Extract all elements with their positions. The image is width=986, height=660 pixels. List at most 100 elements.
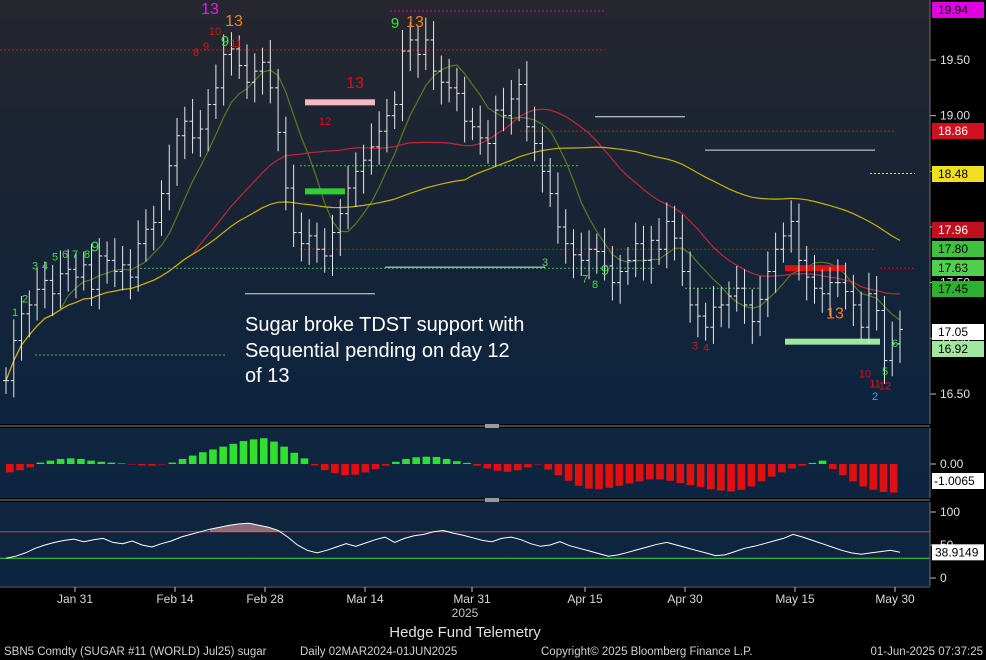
footer-copyright: Copyright© 2025 Bloomberg Finance L.P. [541, 646, 753, 658]
xaxis-strip [0, 586, 986, 660]
macd-histogram-bar [615, 464, 624, 486]
ohlc-bar [508, 80, 515, 135]
macd-tag-box [932, 473, 984, 489]
ohlc-bar [477, 105, 484, 155]
ohlc-bar [313, 222, 320, 263]
ohlc-bar [205, 88, 212, 152]
panel-resize-handle[interactable] [485, 498, 499, 502]
ohlc-bar [391, 91, 398, 130]
price-tag-label: 16.92 [938, 342, 968, 356]
macd-histogram-bar [87, 460, 95, 464]
ohlc-bar [158, 180, 165, 236]
ohlc-bar [18, 296, 25, 361]
td-count-label: 9 [203, 41, 209, 53]
ohlc-bar [811, 254, 818, 304]
macd-histogram-bar [869, 464, 878, 490]
ohlc-bar [49, 264, 56, 317]
ohlc-bar [57, 250, 64, 309]
x-tick-label: Apr 15 [567, 592, 603, 606]
ohlc-bar [189, 98, 196, 154]
rsi-tick-label: 0 [940, 571, 947, 585]
x-tick-label: May 30 [875, 592, 915, 606]
td-count-label: 8 [84, 249, 90, 261]
price-panel-bg [0, 0, 930, 424]
panel-resize-handle[interactable] [485, 424, 499, 428]
td-count-label: 11 [869, 378, 880, 390]
td-count-label: 7 [72, 249, 78, 261]
ohlc-bar [764, 251, 771, 318]
ohlc-bar [119, 245, 126, 291]
ohlc-bar [174, 117, 181, 186]
annotation-line-2: Sequential pending on day 12 [245, 340, 510, 362]
td-count-label: 13 [346, 75, 364, 92]
macd-histogram-bar [788, 464, 796, 469]
ohlc-bar [298, 212, 305, 262]
year-label: 2025 [452, 606, 479, 620]
ohlc-bar [842, 262, 849, 310]
rsi-value-tag: 38.9149 [932, 544, 984, 561]
ohlc-bar [259, 47, 266, 95]
macd-histogram-bar [757, 464, 766, 482]
price-tag: 17.63 [932, 260, 984, 276]
ohlc-bar [601, 228, 608, 281]
macd-histogram-bar [138, 464, 146, 466]
ohlc-bar [446, 58, 453, 103]
ohlc-bar [415, 25, 422, 78]
macd-histogram-bar [839, 464, 847, 476]
ohlc-bar [321, 228, 328, 273]
ohlc-bar [850, 274, 857, 327]
macd-histogram-bar [209, 449, 217, 464]
ohlc-bar [352, 152, 359, 207]
ohlc-bar [243, 44, 250, 99]
ohlc-bar [819, 269, 826, 313]
ohlc-bar [492, 95, 499, 167]
macd-histogram-bar [574, 464, 583, 486]
macd-histogram-bar [77, 458, 85, 464]
ohlc-bar [453, 67, 460, 112]
td-count-label: 9 [91, 238, 99, 255]
td-count-label: 4 [42, 260, 48, 272]
ohlc-bar [212, 64, 219, 120]
macd-value-tag: -1.0065 [932, 473, 984, 489]
macd-histogram-bar [696, 464, 705, 487]
ohlc-bar [72, 252, 79, 299]
ohlc-bar [88, 243, 95, 307]
price-tag-box [932, 241, 984, 257]
price-tag-label: 17.96 [938, 223, 968, 237]
ohlc-bar [834, 259, 841, 298]
ohlc-bar [593, 233, 600, 274]
td-count-label: 5 [52, 251, 58, 263]
ohlc-bar [780, 222, 787, 263]
ohlc-bar [430, 21, 437, 91]
macd-histogram-bar [361, 464, 370, 473]
x-tick-label: Jan 31 [57, 592, 93, 606]
macd-histogram-bar [513, 464, 522, 471]
ohlc-bar [236, 35, 243, 79]
ohlc-bar [827, 267, 834, 317]
macd-histogram-bar [879, 464, 888, 492]
macd-histogram-bar [392, 461, 400, 464]
ohlc-bar [562, 209, 569, 264]
price-tag-box [932, 123, 984, 139]
x-tick-label: Apr 30 [667, 592, 703, 606]
ohlc-bar [640, 225, 647, 281]
macd-histogram-bar [229, 443, 238, 464]
price-tag-box [932, 260, 984, 276]
ohlc-bar [142, 209, 149, 262]
ohlc-bar [531, 106, 538, 162]
macd-histogram-bar [300, 458, 309, 464]
ohlc-bar [718, 287, 725, 328]
ohlc-bar [679, 214, 686, 287]
macd-histogram-bar [503, 464, 512, 472]
macd-histogram-bar [706, 464, 715, 490]
td-count-label: 1 [12, 307, 18, 319]
macd-histogram-bar [727, 464, 735, 492]
price-tag: 17.05 [932, 324, 984, 340]
price-tag-label: 17.45 [938, 282, 968, 296]
macd-histogram-bar [778, 464, 786, 473]
ohlc-bar [104, 241, 111, 284]
risk-level-bar [305, 99, 375, 106]
ohlc-bar [500, 87, 507, 132]
macd-histogram-bar [646, 464, 654, 480]
price-tag-label: 18.86 [938, 124, 968, 138]
